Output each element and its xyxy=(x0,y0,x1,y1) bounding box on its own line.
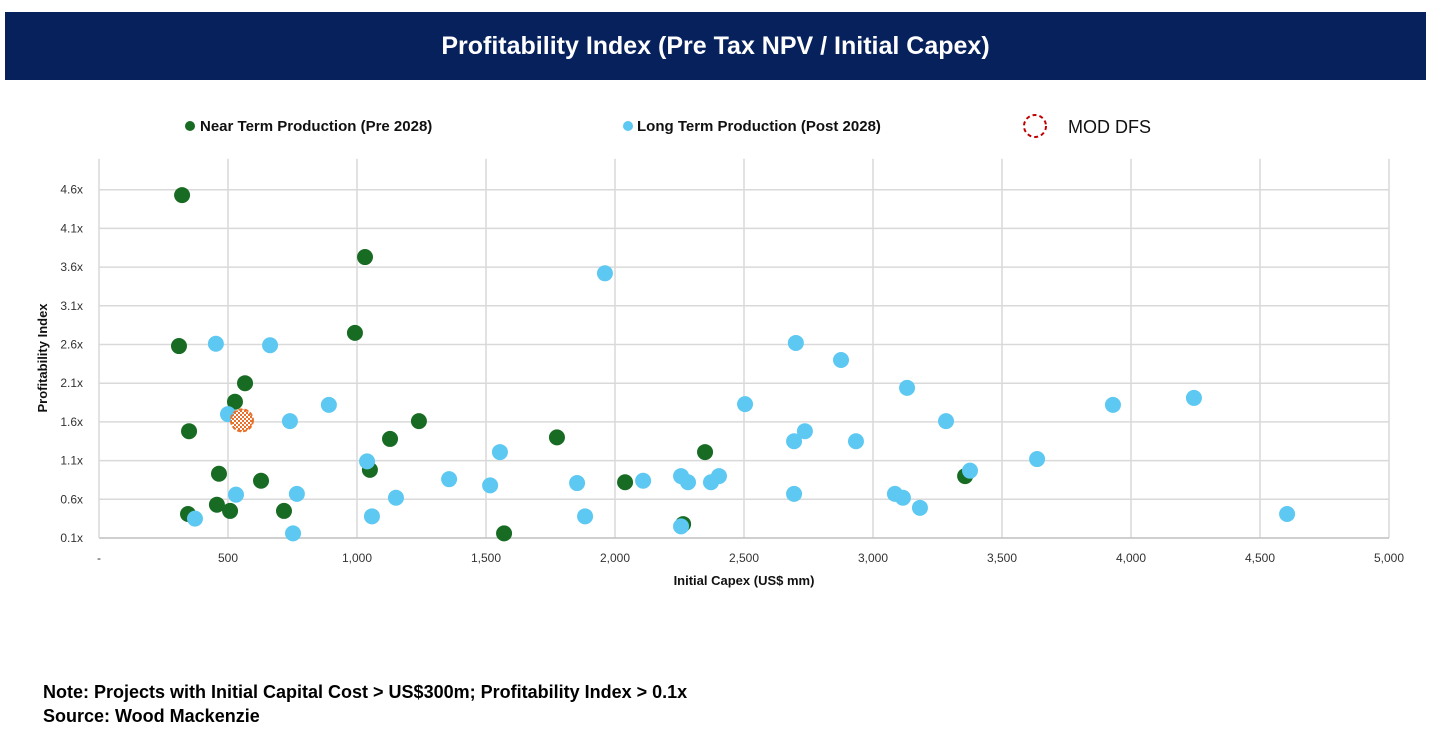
legend: Near Term Production (Pre 2028) Long Ter… xyxy=(185,114,1151,138)
long-term-point xyxy=(207,335,224,352)
x-tick-label: 3,500 xyxy=(987,551,1017,565)
x-tick-label: 3,000 xyxy=(858,551,888,565)
long-term-point xyxy=(1029,451,1046,468)
long-term-point xyxy=(710,468,727,485)
long-term-point xyxy=(899,379,916,396)
x-tick-label: 500 xyxy=(218,551,238,565)
near-term-point xyxy=(210,465,227,482)
near-term-point xyxy=(496,525,513,542)
long-term-point xyxy=(962,462,979,479)
near-term-point xyxy=(548,429,565,446)
y-tick-label: 0.1x xyxy=(60,531,83,545)
near-term-point xyxy=(275,502,292,519)
long-term-point xyxy=(285,525,302,542)
long-term-point xyxy=(1279,506,1296,523)
long-term-point xyxy=(796,423,813,440)
y-tick-label: 0.6x xyxy=(60,492,83,506)
near-term-point xyxy=(237,375,254,392)
x-tick-label: 2,500 xyxy=(729,551,759,565)
y-tick-label: 2.1x xyxy=(60,376,83,390)
long-term-point xyxy=(491,444,508,461)
long-term-point xyxy=(281,413,298,430)
y-tick-label: 1.1x xyxy=(60,454,83,468)
y-tick-label: 4.6x xyxy=(60,183,83,197)
x-tick-label: 4,500 xyxy=(1245,551,1275,565)
long-term-point xyxy=(938,413,955,430)
long-term-point xyxy=(482,477,499,494)
near-term-point xyxy=(356,249,373,266)
long-term-point xyxy=(288,485,305,502)
source-text: Source: Wood Mackenzie xyxy=(43,706,260,726)
legend-label-long-term: Long Term Production (Post 2028) xyxy=(637,118,881,135)
long-term-point xyxy=(577,508,594,525)
near-term-point xyxy=(170,338,187,355)
legend-label-mod-dfs: MOD DFS xyxy=(1068,117,1151,137)
x-tick-label: 5,000 xyxy=(1374,551,1404,565)
legend-marker-near-term xyxy=(185,121,195,131)
note-text: Note: Projects with Initial Capital Cost… xyxy=(43,682,688,702)
chart-title: Profitability Index (Pre Tax NPV / Initi… xyxy=(5,12,1426,80)
long-term-point xyxy=(363,508,380,525)
y-tick-label: 1.6x xyxy=(60,415,83,429)
x-tick-label: 1,500 xyxy=(471,551,501,565)
long-term-point xyxy=(320,396,337,413)
near-term-point xyxy=(382,430,399,447)
long-term-point xyxy=(1185,389,1202,406)
long-term-point xyxy=(387,489,404,506)
legend-marker-mod-dfs xyxy=(1023,114,1047,138)
near-term-point xyxy=(346,324,363,341)
near-term-point xyxy=(226,393,243,410)
long-term-point xyxy=(262,337,279,354)
x-tick-label: 4,000 xyxy=(1116,551,1146,565)
long-term-point xyxy=(737,396,754,413)
legend-marker-long-term xyxy=(623,121,633,131)
long-term-point xyxy=(787,334,804,351)
long-term-point xyxy=(786,433,803,450)
y-tick-label: 3.1x xyxy=(60,299,83,313)
near-term-point xyxy=(697,444,714,461)
long-term-point xyxy=(359,453,376,470)
long-term-point xyxy=(680,474,697,491)
y-tick-label: 3.6x xyxy=(60,260,83,274)
long-term-point xyxy=(833,351,850,368)
x-tick-label: - xyxy=(97,551,101,565)
near-term-point xyxy=(222,502,239,519)
near-term-point xyxy=(208,496,225,513)
long-term-point xyxy=(786,485,803,502)
footnote: Note: Projects with Initial Capital Cost… xyxy=(43,680,687,728)
x-tick-label: 2,000 xyxy=(600,551,630,565)
x-axis-label: Initial Capex (US$ mm) xyxy=(674,573,815,588)
x-tick-label: 1,000 xyxy=(342,551,372,565)
near-term-point xyxy=(181,423,198,440)
long-term-point xyxy=(847,433,864,450)
data-points xyxy=(170,187,1296,542)
y-tick-label: 4.1x xyxy=(60,221,83,235)
long-term-point xyxy=(227,486,244,503)
long-term-point xyxy=(673,518,690,535)
legend-label-near-term: Near Term Production (Pre 2028) xyxy=(200,118,432,135)
tick-labels: - 500 1,000 1,500 2,000 2,500 3,000 3,500 4,000 4… xyxy=(60,183,1404,565)
long-term-point xyxy=(186,510,203,527)
near-term-point xyxy=(174,187,191,204)
gridlines xyxy=(98,158,1390,539)
long-term-point xyxy=(441,471,458,488)
long-term-point xyxy=(635,472,652,489)
y-tick-label: 2.6x xyxy=(60,338,83,352)
long-term-point xyxy=(596,265,613,282)
near-term-point xyxy=(410,413,427,430)
long-term-point xyxy=(569,475,586,492)
near-term-point xyxy=(253,472,270,489)
y-axis-label: Profitability Index xyxy=(35,303,50,413)
mod-dfs-point xyxy=(229,408,254,433)
long-term-point xyxy=(894,489,911,506)
long-term-point xyxy=(911,499,928,516)
near-term-point xyxy=(617,474,634,491)
long-term-point xyxy=(1104,396,1121,413)
